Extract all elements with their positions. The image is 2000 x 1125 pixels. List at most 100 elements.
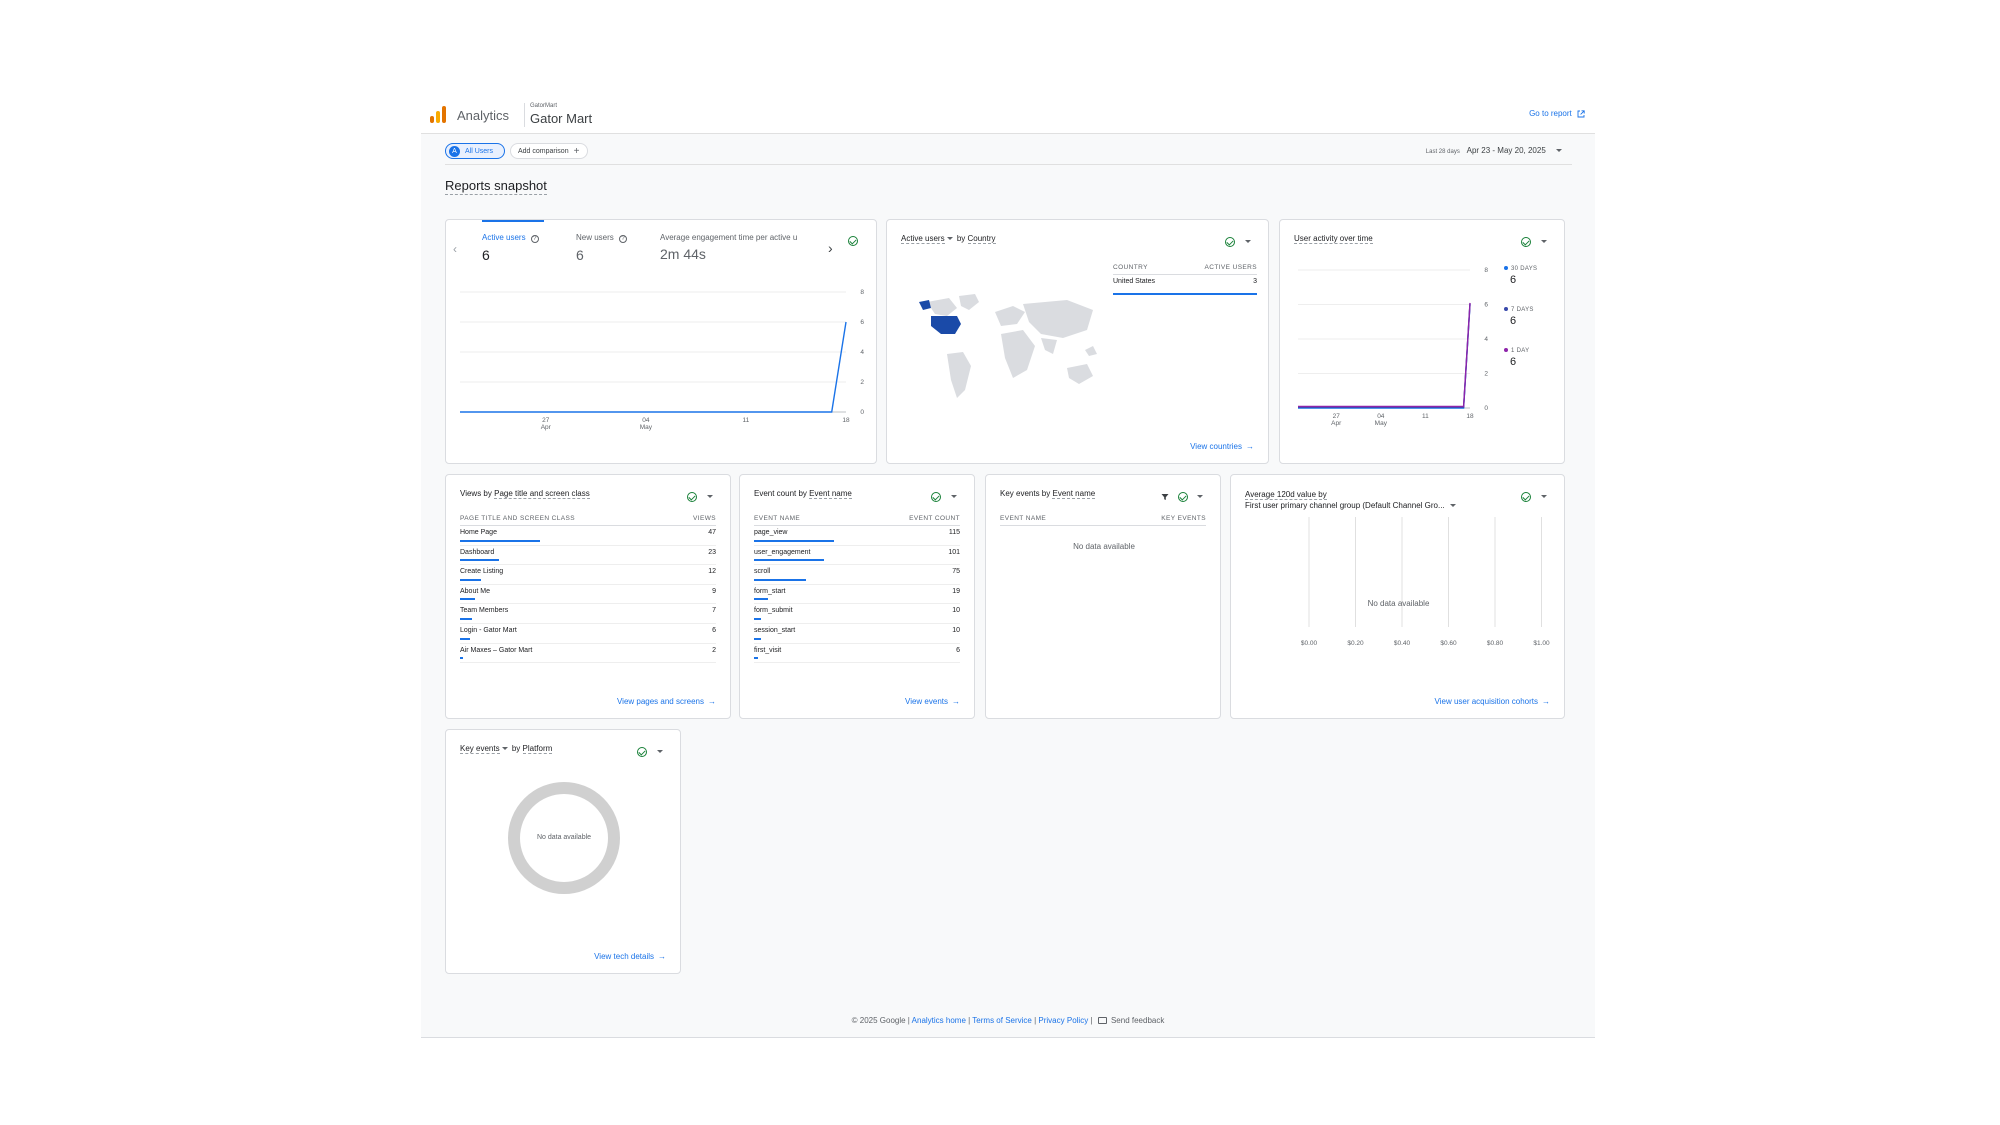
feedback-icon	[1097, 1017, 1107, 1025]
chevron-down-icon	[1197, 495, 1204, 498]
country-name: United States	[1113, 274, 1178, 296]
chevron-down-icon[interactable]	[946, 237, 953, 241]
country-table: COUNTRY ACTIVE USERS United States 3	[1113, 264, 1257, 296]
open-external-icon	[1577, 110, 1585, 118]
table-row[interactable]: page_view 115	[754, 525, 960, 546]
card-controls[interactable]	[1220, 233, 1256, 250]
metric-tab-active-users[interactable]: Active users ? 6	[482, 233, 539, 263]
card-controls[interactable]	[682, 488, 718, 505]
column-header-event-name[interactable]: EVENT NAME	[754, 515, 863, 526]
metric-tab-value: 6	[482, 247, 490, 263]
row-name: user_engagement	[754, 545, 863, 566]
table-row[interactable]: Login - Gator Mart 6	[460, 623, 716, 644]
title-by: by	[956, 234, 966, 243]
title-text[interactable]: User activity over time	[1294, 234, 1373, 244]
table-row[interactable]: Team Members 7	[460, 603, 716, 624]
table-row[interactable]: Create Listing 12	[460, 564, 716, 585]
column-header-country[interactable]: COUNTRY	[1113, 264, 1178, 275]
title-metric[interactable]: Key events	[460, 744, 500, 754]
chevron-down-icon	[707, 495, 713, 498]
title-dimension[interactable]: Event name	[1052, 489, 1096, 499]
all-users-avatar: A	[449, 145, 460, 157]
column-header-event-name[interactable]: EVENT NAME	[1000, 515, 1105, 526]
title-dimension[interactable]: Platform	[522, 744, 553, 754]
date-range-picker[interactable]: Last 28 days Apr 23 - May 20, 2025	[1426, 146, 1562, 155]
table-row[interactable]: Dashboard 23	[460, 545, 716, 566]
table-row[interactable]: session_start 10	[754, 623, 960, 644]
column-header-page-title[interactable]: PAGE TITLE AND SCREEN CLASS	[460, 515, 674, 526]
title-dimension[interactable]: Page title and screen class	[494, 489, 590, 499]
metric-tab-engagement-time[interactable]: Average engagement time per active u 2m …	[660, 233, 818, 262]
table-row[interactable]: About Me 9	[460, 584, 716, 605]
x-tick-sublabel: Apr	[1331, 420, 1342, 427]
chevron-down-icon	[1541, 240, 1547, 243]
events-card: Event count by Event name EVENT NAME EVE…	[739, 474, 975, 719]
view-tech-details-link[interactable]: View tech details →	[594, 952, 666, 961]
go-to-report-label: Go to report	[1529, 109, 1572, 118]
column-header-views[interactable]: VIEWS	[673, 515, 716, 526]
card-controls[interactable]	[632, 743, 668, 760]
table-row[interactable]: scroll 75	[754, 564, 960, 585]
send-feedback-button[interactable]: Send feedback	[1095, 1016, 1164, 1025]
view-countries-link[interactable]: View countries →	[1190, 442, 1254, 451]
chevron-left-icon[interactable]: ‹	[453, 242, 457, 256]
compatibility-check-icon[interactable]	[848, 236, 858, 246]
title-dimension[interactable]: Event name	[809, 489, 852, 499]
card-controls[interactable]	[1156, 488, 1208, 505]
x-tick-label: 18	[1466, 413, 1474, 420]
platform-card: Key events by Platform No data available…	[445, 729, 681, 974]
card-title: Key events by Event name	[1000, 489, 1096, 499]
card-controls[interactable]	[1516, 488, 1552, 505]
no-data-message: No data available	[536, 834, 592, 841]
table-row[interactable]: form_start 19	[754, 584, 960, 605]
terms-link[interactable]: Terms of Service	[972, 1016, 1032, 1025]
table-row[interactable]: first_visit 6	[754, 643, 960, 664]
table-row[interactable]: Air Maxes – Gator Mart 2	[460, 643, 716, 664]
product-name[interactable]: Analytics	[457, 108, 510, 123]
help-icon[interactable]: ?	[530, 235, 539, 243]
column-header-event-count[interactable]: EVENT COUNT	[862, 515, 960, 526]
card-controls[interactable]	[926, 488, 962, 505]
metric-tab-new-users[interactable]: New users ? 6	[576, 233, 628, 263]
table-row[interactable]: user_engagement 101	[754, 545, 960, 566]
analytics-home-link[interactable]: Analytics home	[911, 1016, 966, 1025]
view-acquisition-cohorts-link[interactable]: View user acquisition cohorts →	[1435, 697, 1550, 706]
property-name[interactable]: Gator Mart	[530, 111, 593, 126]
view-pages-link[interactable]: View pages and screens →	[617, 697, 716, 706]
column-header-key-events[interactable]: KEY EVENTS	[1104, 515, 1206, 526]
view-events-link[interactable]: View events →	[905, 697, 960, 706]
privacy-link[interactable]: Privacy Policy	[1038, 1016, 1089, 1025]
table-row[interactable]: United States 3	[1113, 274, 1257, 296]
help-icon[interactable]: ?	[619, 235, 628, 243]
table-row[interactable]: form_submit 10	[754, 603, 960, 624]
legend-value: 6	[1510, 315, 1517, 327]
x-tick-label: 27	[1333, 413, 1341, 420]
views-table: PAGE TITLE AND SCREEN CLASS VIEWS Home P…	[460, 515, 716, 664]
chevron-down-icon[interactable]	[501, 747, 508, 751]
title-metric[interactable]: Active users	[901, 234, 945, 244]
add-comparison-button[interactable]: Add comparison +	[510, 143, 588, 159]
row-value: 75	[862, 564, 960, 585]
events-table: EVENT NAME EVENT COUNT page_view 115 user_…	[754, 515, 960, 664]
metric-tab-value: 6	[576, 247, 584, 263]
column-header-active-users[interactable]: ACTIVE USERS	[1177, 264, 1257, 275]
title-line1[interactable]: Average 120d value by	[1245, 490, 1327, 500]
y-tick-label: 6	[1484, 302, 1488, 309]
row-bar	[754, 598, 768, 601]
table-row[interactable]: Home Page 47	[460, 525, 716, 546]
chevron-right-icon[interactable]: ›	[828, 240, 833, 256]
legend-text: 1 DAY	[1511, 348, 1530, 354]
row-value: 9	[673, 584, 716, 605]
chevron-down-icon[interactable]	[1449, 504, 1456, 508]
account-name[interactable]: GatorMart	[530, 103, 558, 109]
world-map[interactable]	[917, 294, 1107, 404]
all-users-chip[interactable]: A All Users	[445, 143, 505, 159]
card-controls[interactable]	[1516, 233, 1552, 250]
row-bar	[754, 578, 806, 581]
title-line2[interactable]: First user primary channel group (Defaul…	[1245, 501, 1445, 510]
go-to-report-link[interactable]: Go to report	[1529, 109, 1585, 118]
title-dimension[interactable]: Country	[967, 234, 996, 244]
row-name: first_visit	[754, 643, 863, 664]
y-tick-label: 4	[1484, 336, 1488, 343]
y-tick-label: 6	[860, 319, 864, 326]
